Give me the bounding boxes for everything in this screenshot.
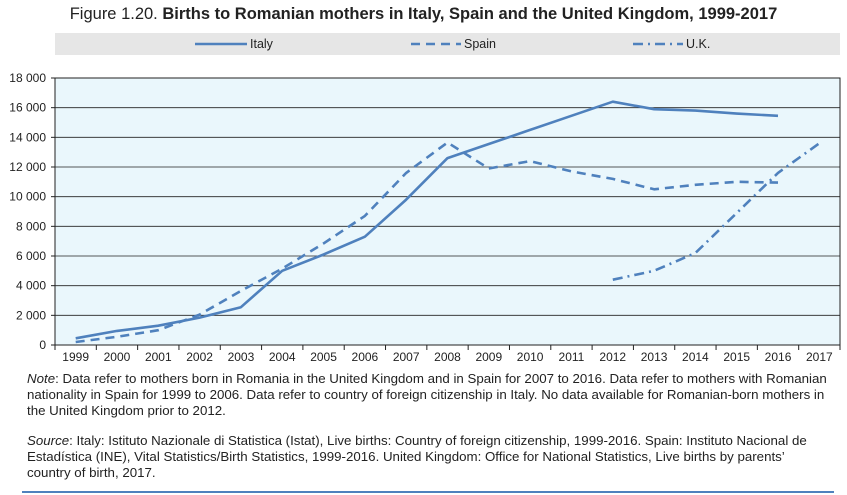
x-tick-label: 2004 [269, 350, 296, 364]
x-tick-label: 1999 [62, 350, 89, 364]
series-line-uk [612, 142, 821, 281]
series-line-italy [75, 100, 779, 340]
y-tick-label: 0 [39, 338, 46, 352]
y-tick-label: 16 000 [9, 101, 46, 115]
x-tick-label: 2016 [765, 350, 792, 364]
y-tick-label: 4 000 [16, 279, 46, 293]
x-tick-label: 2005 [310, 350, 337, 364]
legend: Italy Spain U.K. [55, 33, 840, 55]
x-tick-label: 2012 [599, 350, 626, 364]
legend-item-spain: Spain [411, 33, 496, 55]
line-chart: 0 2 000 4 000 6 000 8 000 10 000 12 000 14 000 1… [9, 71, 841, 364]
legend-item-italy: Italy [195, 33, 273, 55]
x-tick-label: 2009 [475, 350, 502, 364]
x-tick-label: 2015 [723, 350, 750, 364]
y-tick-label: 6 000 [16, 249, 46, 263]
legend-label-uk: U.K. [686, 37, 711, 51]
x-tick-label: 2011 [559, 350, 585, 364]
chart-note: Note: Data refer to mothers born in Roma… [27, 371, 827, 419]
chart-title: Figure 1.20. Births to Romanian mothers … [0, 5, 847, 24]
y-tick-label: 14 000 [9, 130, 46, 144]
y-tick-label: 10 000 [9, 190, 46, 204]
legend-swatch-uk [633, 42, 683, 46]
x-tick-label: 2007 [393, 350, 420, 364]
x-tick-label: 2013 [641, 350, 668, 364]
plot-area [54, 77, 841, 346]
x-tick-label: 2010 [517, 350, 544, 364]
legend-item-uk: U.K. [633, 33, 710, 55]
legend-swatch-spain [411, 42, 461, 46]
x-tick-label: 2003 [228, 350, 255, 364]
y-tick-label: 18 000 [9, 71, 46, 85]
x-tick-label: 2001 [145, 350, 172, 364]
x-tick-label: 2006 [352, 350, 379, 364]
y-tick-label: 12 000 [9, 160, 46, 174]
legend-swatch-italy [195, 42, 247, 46]
bottom-divider [22, 491, 834, 493]
source-label: Source [27, 433, 70, 448]
legend-label-italy: Italy [250, 37, 273, 51]
chart-source: Source: Italy: Istituto Nazionale di Sta… [27, 433, 827, 481]
figure-number: Figure 1.20. [69, 5, 158, 23]
note-text: : Data refer to mothers born in Romania … [27, 371, 827, 418]
x-tick-label: 2017 [806, 350, 833, 364]
source-text: : Italy: Istituto Nazionale di Statistic… [27, 433, 807, 480]
figure-title: Births to Romanian mothers in Italy, Spa… [162, 5, 778, 23]
x-tick-label: 2008 [434, 350, 461, 364]
note-label: Note [27, 371, 56, 386]
x-tick-label: 2002 [186, 350, 213, 364]
series-line-spain [75, 141, 779, 344]
legend-label-spain: Spain [464, 37, 496, 51]
x-tick-label: 2014 [682, 350, 709, 364]
x-tick-label: 2000 [104, 350, 131, 364]
y-tick-label: 2 000 [16, 308, 46, 322]
y-tick-label: 8 000 [16, 219, 46, 233]
